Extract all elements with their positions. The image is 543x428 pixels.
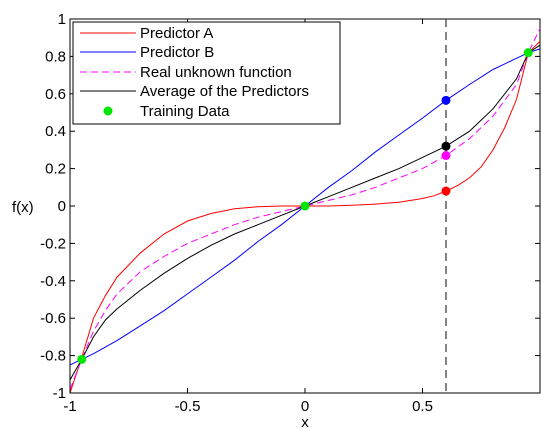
training-data-point: [523, 48, 533, 58]
axis-ticks: -1 -0.5 0 0.5 -1 -0.8 -0.6 -0.4 -0.2 0 0.2 0.4 0.6 0.…: [40, 11, 540, 415]
training-points: [77, 48, 533, 364]
y-axis-label: f(x): [12, 199, 34, 216]
legend-box: [72, 21, 341, 125]
x-axis-label: x: [301, 414, 309, 428]
y-tick-label: -0.4: [40, 273, 66, 290]
y-tick-label: 0.4: [45, 123, 66, 140]
query-point-predictor-a: [441, 186, 451, 196]
legend-label-predictor-b: Predictor B: [140, 44, 214, 61]
query-point-real-unknown-function: [441, 151, 451, 161]
legend-label-average-of-the-predictors: Average of the Predictors: [140, 83, 309, 100]
query-points: [441, 95, 451, 196]
y-tick-label: -0.8: [40, 348, 66, 365]
series-line-average-of-the-predictors: [69, 44, 541, 381]
y-tick-label: 1: [58, 11, 66, 28]
x-tick-label: 0: [301, 398, 309, 415]
x-tick-label: -0.5: [175, 398, 201, 415]
legend: Predictor A Predictor B Real unknown funct…: [72, 21, 341, 125]
legend-label-real-unknown-function: Real unknown function: [140, 64, 292, 81]
series-line-predictor-a: [69, 41, 541, 394]
x-tick-label: 0.5: [412, 398, 433, 415]
series-line-real-unknown-function: [69, 28, 541, 390]
y-tick-label: 0: [58, 198, 66, 215]
y-tick-label: -0.2: [40, 235, 66, 252]
y-tick-label: 0.8: [45, 48, 66, 65]
y-tick-label: 0.2: [45, 161, 66, 178]
y-tick-label: 0.6: [45, 86, 66, 103]
query-point-average-of-the-predictors: [441, 141, 451, 151]
legend-label-training-data: Training Data: [140, 103, 230, 120]
training-data-point: [300, 201, 310, 211]
y-tick-label: -1: [53, 385, 66, 402]
query-point-predictor-b: [441, 95, 451, 105]
legend-swatch-training-data: [103, 106, 113, 116]
legend-label-predictor-a: Predictor A: [140, 25, 213, 42]
y-tick-label: -0.6: [40, 310, 66, 327]
x-tick-label: -1: [63, 398, 76, 415]
training-data-point: [77, 354, 87, 364]
